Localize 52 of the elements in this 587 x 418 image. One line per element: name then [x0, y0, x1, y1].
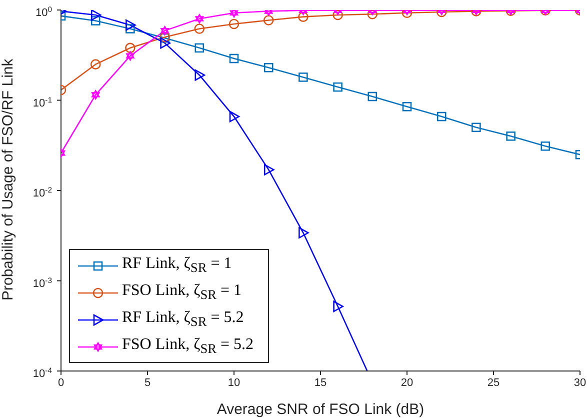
y-tick-label: 10$^{-2}$	[32, 185, 52, 200]
point	[126, 19, 136, 31]
point	[126, 24, 135, 34]
point	[298, 72, 308, 82]
y-tick-label: 10$^{-4}$	[32, 366, 53, 380]
point	[367, 10, 378, 20]
point	[91, 90, 100, 100]
legend-label: RF Link, ζ$_{SR}$ = 5.2	[122, 308, 244, 330]
y-tick-label: 10$^{-3}$	[32, 275, 52, 290]
point	[333, 300, 344, 312]
point	[264, 62, 274, 72]
x-tick-label: 25	[487, 376, 500, 389]
point	[333, 82, 342, 92]
point	[126, 51, 134, 61]
point	[472, 122, 481, 132]
point	[90, 59, 101, 70]
y-tick-label: 10$^{-1}$	[32, 94, 52, 110]
point	[230, 10, 238, 18]
point	[194, 69, 206, 81]
point	[194, 43, 204, 53]
point	[228, 18, 240, 30]
point	[264, 164, 274, 176]
point	[298, 12, 308, 22]
point	[298, 227, 309, 238]
x-tick-label: 10	[228, 376, 240, 389]
x-tick-label: 30	[574, 376, 586, 389]
x-tick-label: 20	[400, 376, 414, 389]
point	[195, 14, 204, 24]
point	[368, 92, 378, 102]
point	[506, 132, 516, 141]
y-axis-title: Probability of Usage of FSO/RF Link	[0, 58, 16, 300]
x-axis-title: Average SNR of FSO Link (dB)	[216, 401, 424, 418]
point	[160, 37, 170, 49]
legend-label: FSO Link, ζ$_{SR}$ = 5.2	[122, 336, 254, 358]
point	[229, 110, 240, 122]
point	[263, 15, 274, 26]
point	[90, 10, 102, 21]
point	[160, 26, 169, 36]
point	[90, 16, 100, 26]
x-tick-label: 0	[58, 376, 64, 389]
point	[229, 54, 239, 64]
legend-label: RF Link, ζ$_{SR}$ = 1	[122, 254, 232, 276]
y-tick-label: 10$^{0}$	[35, 4, 52, 19]
legend-label: FSO Link, ζ$_{SR}$ = 1	[122, 282, 242, 304]
x-tick-label: 15	[314, 376, 327, 389]
x-tick-label: 5	[144, 376, 151, 389]
point	[125, 42, 136, 54]
point	[402, 102, 412, 112]
point	[332, 10, 343, 20]
point	[436, 112, 446, 122]
point	[194, 24, 205, 34]
point	[540, 142, 550, 151]
